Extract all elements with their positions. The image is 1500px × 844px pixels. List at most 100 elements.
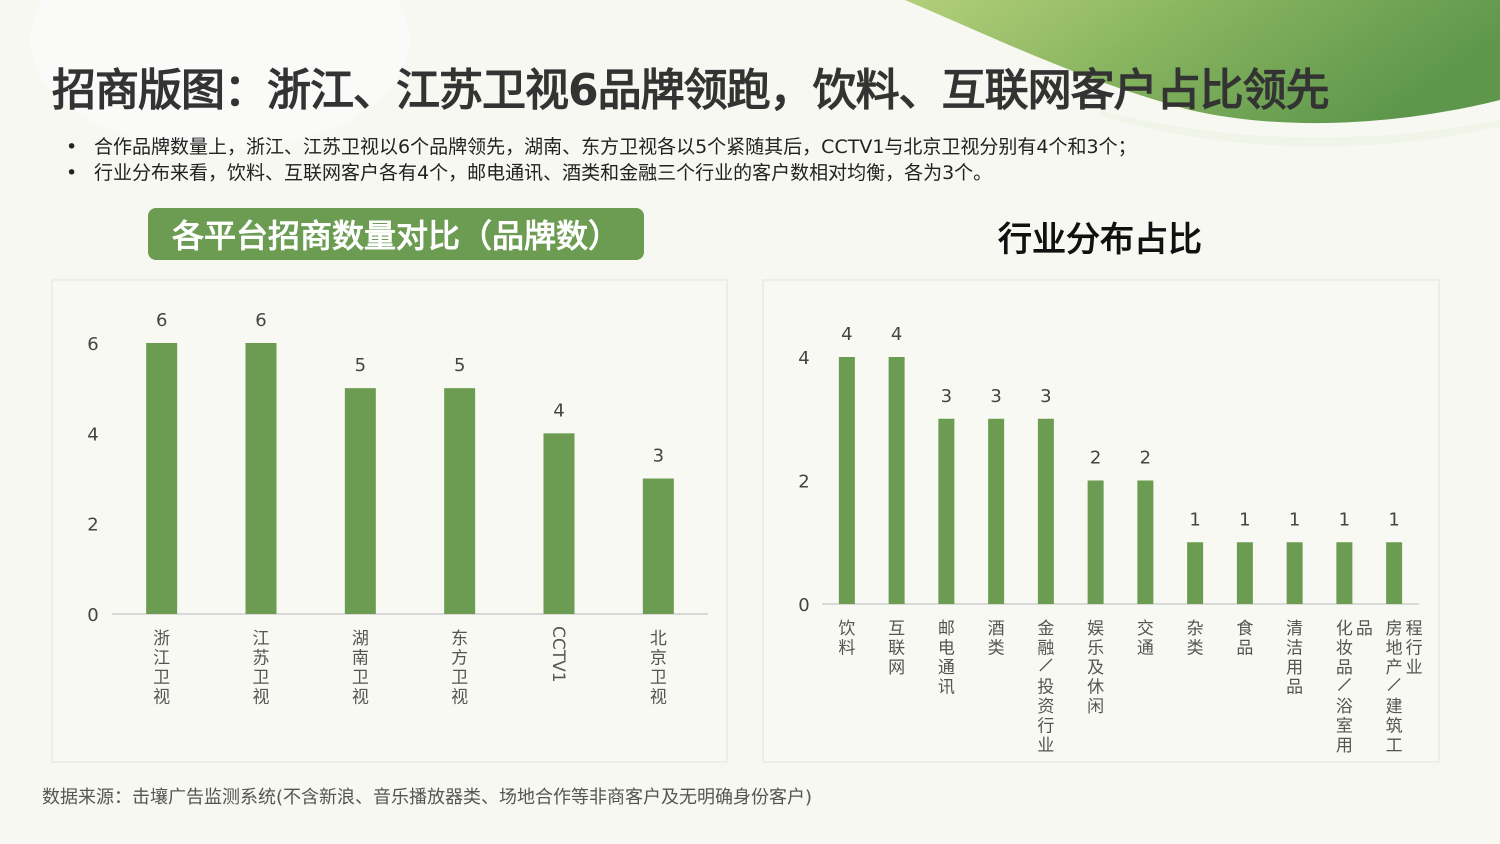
- svg-text:饮: 饮: [838, 619, 855, 639]
- svg-text:妆: 妆: [1336, 639, 1353, 659]
- data-label: 1: [1239, 509, 1250, 530]
- svg-text:东: 东: [451, 629, 468, 649]
- svg-text:工: 工: [1386, 736, 1403, 756]
- bar[interactable]: [444, 388, 476, 614]
- bar[interactable]: [1137, 480, 1154, 605]
- summary-bullets: 合作品牌数量上，浙江、江苏卫视以6个品牌领先，湖南、东方卫视各以5个紧随其后，C…: [62, 134, 1137, 186]
- data-label: 1: [1339, 509, 1350, 530]
- bar[interactable]: [988, 418, 1005, 604]
- bar[interactable]: [1336, 542, 1353, 604]
- data-label: 2: [1140, 448, 1151, 469]
- svg-text:房: 房: [1386, 619, 1403, 639]
- data-label: 1: [1388, 509, 1399, 530]
- svg-text:卫: 卫: [253, 668, 270, 688]
- svg-text:地: 地: [1386, 639, 1403, 659]
- svg-text:视: 视: [650, 688, 667, 708]
- data-label: 3: [990, 386, 1001, 407]
- x-category-label: 交通: [1137, 619, 1154, 659]
- svg-text:浙: 浙: [153, 629, 170, 649]
- y-tick-label: 2: [87, 515, 98, 536]
- data-label: 6: [156, 310, 167, 331]
- svg-text:通: 通: [1137, 639, 1154, 659]
- data-label: 3: [1040, 386, 1051, 407]
- svg-text:苏: 苏: [253, 649, 270, 669]
- svg-text:北: 北: [650, 629, 667, 649]
- data-label: 1: [1289, 509, 1300, 530]
- svg-text:电: 电: [938, 639, 955, 659]
- svg-text:品: 品: [1286, 678, 1303, 698]
- svg-text:投: 投: [1037, 678, 1054, 698]
- data-label: 6: [255, 310, 266, 331]
- x-category-label: 食品: [1236, 619, 1253, 659]
- data-label: 3: [941, 386, 952, 407]
- data-label: 3: [653, 446, 664, 467]
- page-title: 招商版图：浙江、江苏卫视6品牌领跑，饮料、互联网客户占比领先: [52, 65, 1330, 116]
- x-category-label: 邮电通讯: [938, 619, 955, 698]
- bar[interactable]: [1087, 480, 1104, 605]
- svg-text:类: 类: [988, 639, 1005, 659]
- data-label: 5: [355, 355, 366, 376]
- right-chart-title: 行业分布占比: [998, 220, 1202, 260]
- data-label: 4: [553, 400, 564, 421]
- bar[interactable]: [344, 388, 376, 614]
- x-category-label: 杂类: [1187, 619, 1204, 659]
- svg-text:互: 互: [888, 619, 905, 639]
- svg-text:卫: 卫: [650, 668, 667, 688]
- bullet-item: 合作品牌数量上，浙江、江苏卫视以6个品牌领先，湖南、东方卫视各以5个紧随其后，C…: [62, 134, 1137, 160]
- bar[interactable]: [543, 433, 575, 614]
- svg-text:料: 料: [838, 639, 855, 659]
- svg-text:休: 休: [1087, 678, 1104, 698]
- bar[interactable]: [1236, 542, 1253, 604]
- industry-bar-chart: 0244饮料4互联网3邮电通讯3酒类3金融投资行业2娱乐及休闲2交通1杂类1食品…: [798, 324, 1423, 756]
- y-tick-label: 0: [87, 605, 98, 626]
- svg-text:行: 行: [1037, 717, 1054, 737]
- svg-text:邮: 邮: [938, 619, 955, 639]
- bar[interactable]: [642, 478, 674, 615]
- svg-text:杂: 杂: [1187, 619, 1204, 639]
- platform-brand-chart: 0 2 4 6 6 浙江卫视 6 江苏卫视 5 湖南卫视 5 东方卫视 4 CCTV1 3 北京卫视: [51, 279, 728, 763]
- bar[interactable]: [1187, 542, 1204, 604]
- svg-text:京: 京: [650, 649, 667, 669]
- svg-text:业: 业: [1406, 658, 1423, 678]
- bar[interactable]: [1386, 542, 1403, 604]
- bar[interactable]: [146, 343, 178, 614]
- svg-text:室: 室: [1336, 717, 1353, 737]
- svg-text:筑: 筑: [1386, 717, 1403, 737]
- svg-text:酒: 酒: [988, 619, 1005, 639]
- svg-text:卫: 卫: [451, 668, 468, 688]
- svg-text:网: 网: [888, 658, 905, 678]
- x-category-label: 饮料: [838, 619, 855, 659]
- y-tick-label: 0: [798, 595, 809, 616]
- svg-text:资: 资: [1037, 697, 1054, 717]
- svg-text:联: 联: [888, 639, 905, 659]
- bar[interactable]: [1286, 542, 1303, 604]
- data-source-note: 数据来源：击壤广告监测系统(不含新浪、音乐播放器类、场地合作等非商客户及无明确身…: [42, 787, 813, 808]
- x-category-label: 东方卫视: [451, 629, 468, 708]
- bar[interactable]: [245, 343, 277, 614]
- svg-text:品: 品: [1356, 619, 1373, 639]
- y-tick-label: 4: [798, 348, 809, 369]
- svg-text:视: 视: [451, 688, 468, 708]
- bar[interactable]: [1037, 418, 1054, 604]
- x-category-label: 互联网: [888, 619, 905, 678]
- data-label: 2: [1090, 448, 1101, 469]
- svg-text:卫: 卫: [352, 668, 369, 688]
- svg-text:湖: 湖: [352, 629, 369, 649]
- bar[interactable]: [938, 418, 955, 604]
- bullet-item: 行业分布来看，饮料、互联网客户各有4个，邮电通讯、酒类和金融三个行业的客户数相对…: [62, 160, 1137, 186]
- svg-text:用: 用: [1286, 658, 1303, 678]
- bar[interactable]: [838, 357, 855, 604]
- x-category-label: 酒类: [988, 619, 1005, 659]
- bar[interactable]: [888, 357, 905, 604]
- y-tick-label: 4: [87, 424, 98, 445]
- svg-text:南: 南: [352, 649, 369, 669]
- y-tick-label: 6: [87, 334, 98, 355]
- svg-text:产: 产: [1386, 658, 1403, 678]
- svg-text:建: 建: [1386, 697, 1403, 717]
